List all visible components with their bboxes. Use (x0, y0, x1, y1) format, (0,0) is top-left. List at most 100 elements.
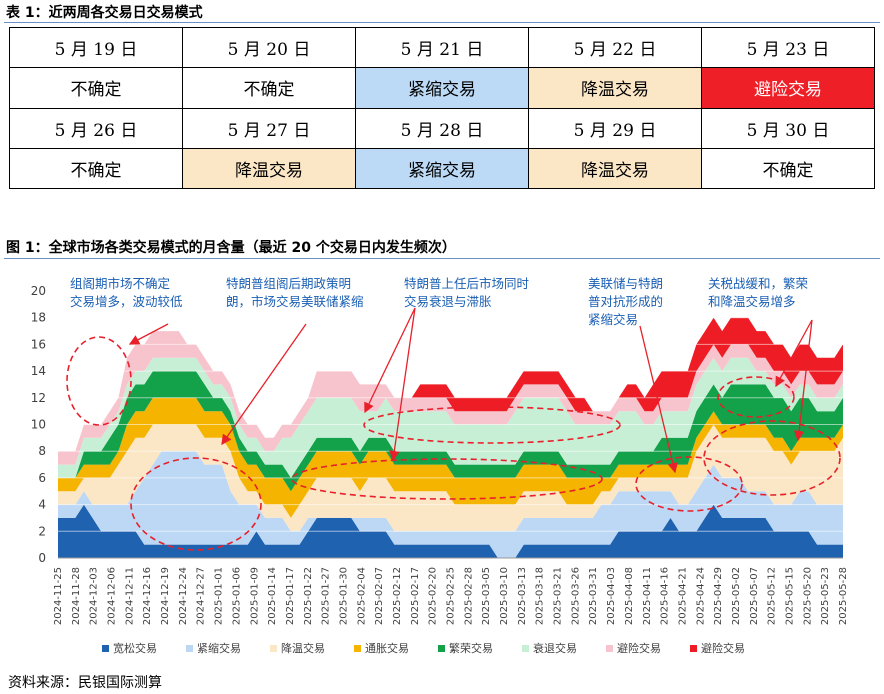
highlight-ellipse (717, 376, 795, 418)
x-tick-label: 2024-11-28 (71, 567, 82, 625)
table-row: 不确定 不确定 紧缩交易 降温交易 避险交易 (9, 67, 875, 109)
legend-label: 降温交易 (281, 641, 325, 655)
x-tick-label: 2025-01-22 (303, 567, 314, 625)
x-tick-label: 2024-12-06 (107, 567, 118, 625)
legend-swatch (270, 645, 277, 652)
y-tick-label: 10 (31, 418, 46, 432)
annotation-2: 特朗普组阁后期政策明 朗，市场交易美联储紧缩 (226, 276, 364, 309)
annotation-1: 组阁期市场不确定 交易增多，波动较低 (70, 276, 183, 309)
x-tick-label: 2025-01-14 (267, 567, 278, 625)
x-tick-label: 2024-11-25 (53, 567, 64, 625)
legend-swatch (690, 645, 697, 652)
series-area-5 (58, 357, 843, 478)
series-area-0 (58, 504, 843, 558)
y-tick-label: 2 (38, 524, 46, 538)
annotation-arrow (389, 307, 416, 462)
x-tick-label: 2025-05-15 (784, 567, 795, 625)
y-tick-label: 14 (31, 364, 46, 378)
date-cell: 5 月 23 日 (701, 26, 875, 69)
mode-cell: 不确定 (9, 147, 183, 190)
legend-label: 避险交易 (701, 641, 745, 655)
x-tick-label: 2025-01-09 (249, 567, 260, 625)
x-tick-label: 2025-02-20 (428, 567, 439, 625)
legend-label: 宽松交易 (113, 641, 157, 655)
mode-cell: 不确定 (9, 67, 183, 109)
x-tick-label: 2025-04-24 (695, 567, 706, 625)
x-tick-label: 2025-01-06 (231, 567, 242, 625)
annotation-4: 美联储与特朗 普对抗形成的 紧缩交易 (588, 276, 664, 327)
x-tick-label: 2025-05-02 (731, 567, 742, 625)
highlight-ellipse (703, 420, 841, 496)
table-caption: 表 1：近两周各交易日交易模式 (6, 5, 203, 21)
legend-label: 避险交易 (617, 641, 661, 655)
x-tick-label: 2025-04-11 (642, 567, 653, 625)
legend-swatch (354, 645, 361, 652)
x-tick-label: 2025-02-04 (356, 567, 367, 625)
mode-cell: 不确定 (701, 147, 875, 190)
x-tick-label: 2025-04-29 (713, 567, 724, 625)
x-tick-label: 2025-02-12 (392, 567, 403, 625)
mode-cell: 降温交易 (528, 67, 702, 109)
caption-rule (4, 258, 880, 259)
mode-cell: 避险交易 (701, 67, 875, 109)
x-tick-label: 2025-01-30 (338, 567, 349, 625)
mode-cell: 降温交易 (528, 147, 702, 190)
annotation-arrow (128, 323, 169, 345)
annotation-arrow (639, 325, 678, 474)
y-tick-label: 12 (31, 391, 46, 405)
date-cell: 5 月 29 日 (528, 107, 702, 149)
x-tick-label: 2025-05-23 (820, 567, 831, 625)
x-tick-label: 2025-05-12 (767, 567, 778, 625)
y-tick-label: 20 (31, 284, 46, 298)
x-tick-label: 2024-12-11 (124, 567, 135, 625)
stacked-area-chart: 0 2 4 6 8 10 12 14 16 18 20 2024-11-25 2024-11-28 202… (31, 284, 849, 655)
legend-label: 通胀交易 (365, 641, 409, 655)
mode-cell: 紧缩交易 (355, 67, 529, 109)
x-tick-label: 2025-01-17 (285, 567, 296, 625)
date-cell: 5 月 26 日 (9, 107, 183, 149)
annotation-arrow (793, 319, 813, 442)
y-tick-label: 4 (38, 498, 46, 512)
legend-swatch (438, 645, 445, 652)
x-tick-label: 2025-02-17 (410, 567, 421, 625)
date-cell: 5 月 21 日 (355, 26, 529, 69)
x-tick-label: 2025-03-18 (535, 567, 546, 625)
legend-swatch (522, 645, 529, 652)
annotation-arrow (221, 323, 307, 446)
x-tick-label: 2024-12-03 (89, 567, 100, 625)
date-cell: 5 月 20 日 (182, 26, 356, 69)
date-cell: 5 月 19 日 (9, 26, 183, 69)
legend-swatch (606, 645, 613, 652)
x-tick-label: 2025-01-01 (214, 567, 225, 625)
x-tick-label: 2025-04-16 (660, 567, 671, 625)
x-tick-label: 2025-03-13 (517, 567, 528, 625)
mode-cell: 降温交易 (182, 147, 356, 190)
series-area-4 (58, 371, 843, 492)
y-tick-label: 18 (31, 311, 46, 325)
annotation-5: 关税战缓和，繁荣 和降温交易增多 (708, 276, 809, 309)
x-tick-label: 2025-03-21 (553, 567, 564, 625)
x-tick-label: 2024-12-27 (196, 567, 207, 625)
legend-label: 紧缩交易 (197, 641, 241, 655)
annotation-arrow (775, 319, 813, 388)
x-tick-label: 2025-04-03 (606, 567, 617, 625)
highlight-ellipse (66, 336, 132, 426)
y-tick-label: 8 (38, 444, 46, 458)
x-tick-label: 2025-01-27 (321, 567, 332, 625)
highlight-ellipse (363, 406, 621, 444)
x-tick-label: 2025-03-05 (481, 567, 492, 625)
y-tick-label: 16 (31, 337, 46, 351)
mode-cell: 紧缩交易 (355, 147, 529, 190)
x-tick-label: 2025-02-25 (446, 567, 457, 625)
y-tick-label: 0 (38, 551, 46, 565)
x-tick-label: 2025-04-21 (677, 567, 688, 625)
legend-label: 衰退交易 (533, 641, 577, 655)
x-tick-label: 2025-03-31 (588, 567, 599, 625)
annotation-arrow (364, 307, 416, 414)
highlight-ellipse (130, 457, 262, 551)
date-cell: 5 月 30 日 (701, 107, 875, 149)
series-area-3 (58, 397, 843, 518)
